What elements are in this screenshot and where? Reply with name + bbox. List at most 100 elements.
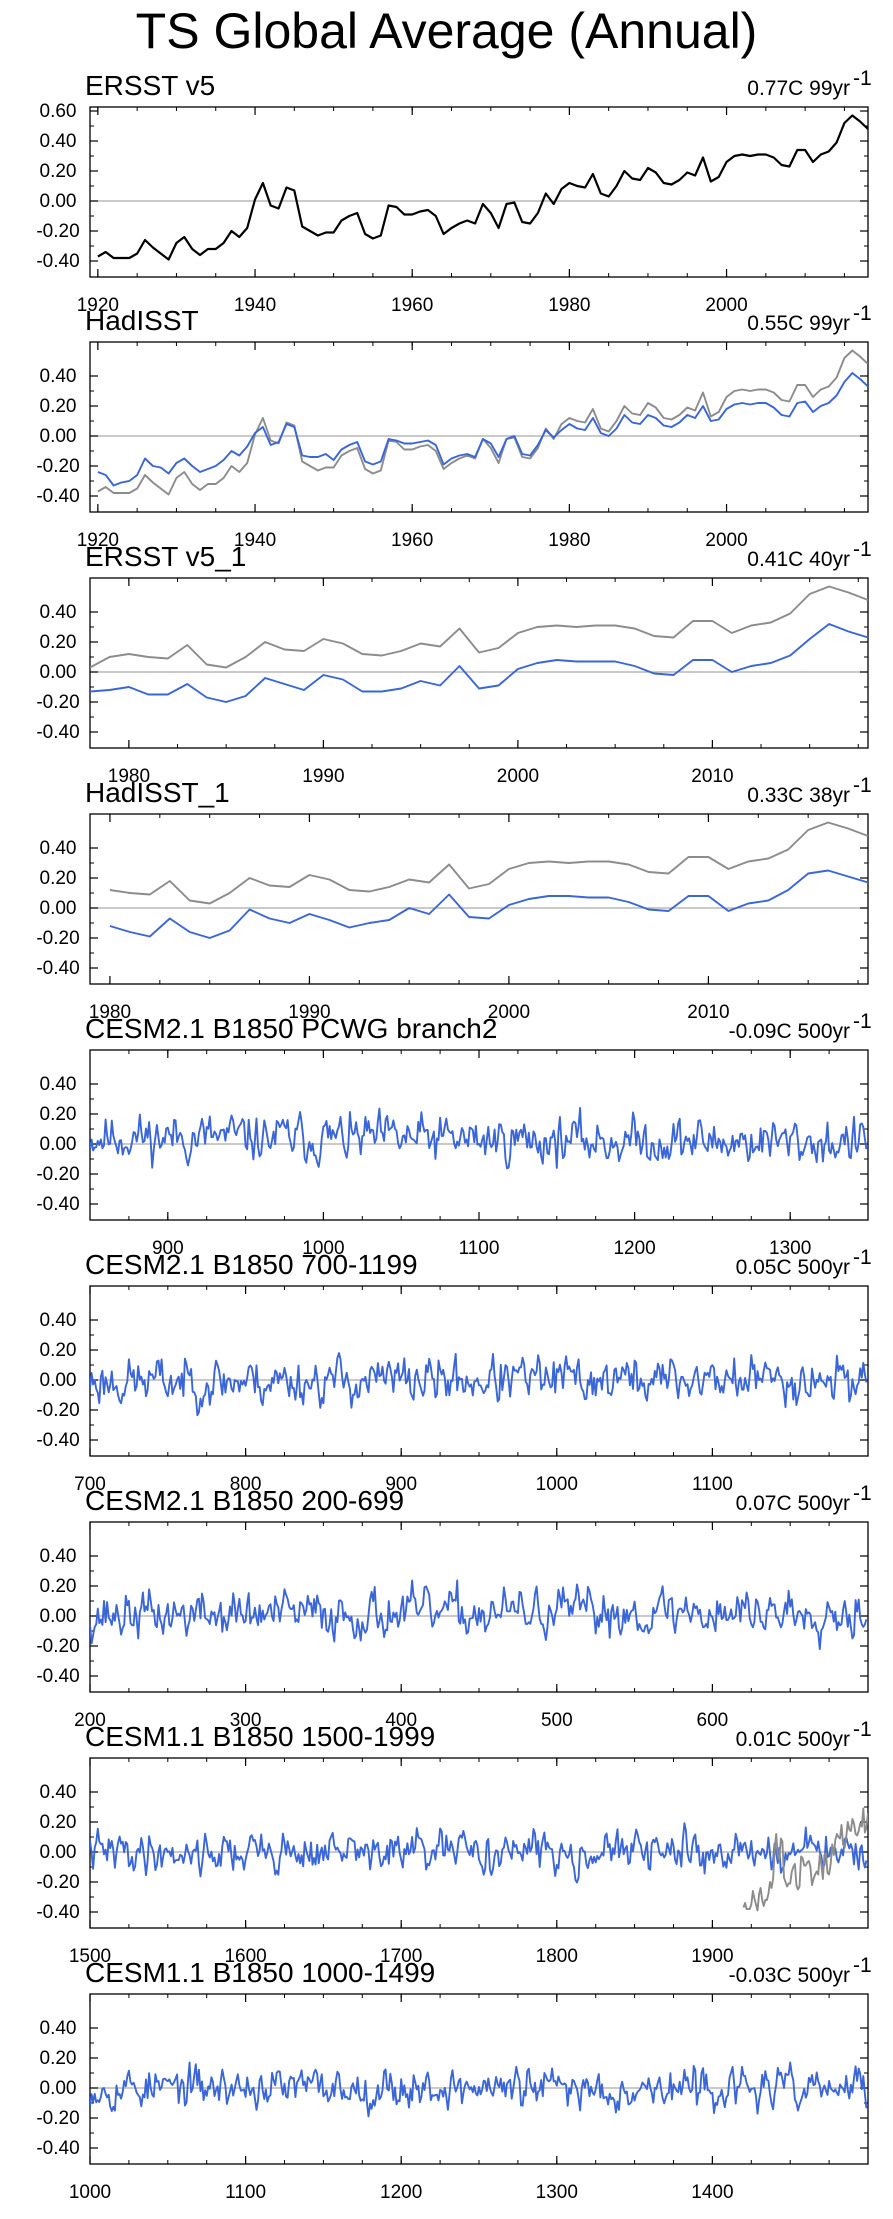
y-tick-label: -0.40 xyxy=(36,1430,79,1451)
trend-label: 0.41C 40yr xyxy=(747,548,850,571)
panel-title: HadISST xyxy=(85,305,199,336)
page-title: TS Global Average (Annual) xyxy=(135,3,758,59)
plot-frame xyxy=(89,1285,869,1457)
y-tick-label: 0.00 xyxy=(40,1370,77,1391)
y-tick-label: 0.00 xyxy=(40,662,77,683)
x-tick-label: 900 xyxy=(385,1474,417,1495)
x-tick-label: 2010 xyxy=(691,766,733,787)
y-tick-label: -0.20 xyxy=(36,928,79,949)
series-line-ersst-v5-1 xyxy=(90,623,868,703)
x-tick-label: 1400 xyxy=(691,2182,733,2203)
y-tick-label: -0.20 xyxy=(36,1400,79,1421)
x-tick-label: 2000 xyxy=(705,530,747,551)
y-tick-label: 0.00 xyxy=(40,191,77,212)
x-tick-label: 1980 xyxy=(548,295,590,316)
y-tick-label: -0.40 xyxy=(36,251,79,272)
y-tick-label: -0.40 xyxy=(36,722,79,743)
y-tick-label: 0.40 xyxy=(40,1546,77,1567)
y-tick-label: 0.40 xyxy=(40,1074,77,1095)
panel-title: HadISST_1 xyxy=(85,777,230,808)
y-tick-label: 0.20 xyxy=(40,1576,77,1597)
x-tick-label: 1200 xyxy=(380,2182,422,2203)
plot-frame xyxy=(89,1993,869,2165)
plot-frame xyxy=(89,1521,869,1693)
x-tick-label: 1000 xyxy=(536,1474,578,1495)
x-tick-label: 1990 xyxy=(302,766,344,787)
y-tick-label: -0.40 xyxy=(36,1666,79,1687)
y-tick-label: 0.20 xyxy=(40,1104,77,1125)
x-tick-label: 1990 xyxy=(288,1002,330,1023)
panel-title: CESM2.1 B1850 200-699 xyxy=(85,1485,404,1516)
y-tick-label: 0.20 xyxy=(40,396,77,417)
x-tick-label: 1940 xyxy=(234,530,276,551)
x-tick-label: 2000 xyxy=(497,766,539,787)
x-tick-label: 1000 xyxy=(69,2182,111,2203)
x-tick-label: 400 xyxy=(385,1710,417,1731)
y-tick-label: 0.00 xyxy=(40,2078,77,2099)
x-tick-label: 300 xyxy=(230,1710,262,1731)
x-tick-label: 1920 xyxy=(77,530,119,551)
x-tick-label: 800 xyxy=(230,1474,262,1495)
x-tick-label: 700 xyxy=(74,1474,106,1495)
trend-label: -0.09C 500yr xyxy=(729,1020,850,1043)
series-line-cesm2-1-b1850-pcwg-branch2 xyxy=(90,1107,868,1170)
x-tick-label: 1980 xyxy=(548,530,590,551)
y-tick-label: 0.00 xyxy=(40,426,77,447)
x-tick-label: 1800 xyxy=(536,1946,578,1967)
series-line-cesm2-1-b1850-200-699 xyxy=(90,1579,868,1651)
panel-1: ERSST v5 0.77C 99yr -1 -0.40 -0.20 0.00 0.20 0.… xyxy=(36,67,871,316)
y-tick-label: 0.40 xyxy=(40,131,77,152)
panel-3: ERSST v5_1 0.41C 40yr -1 -0.40 -0.20 0.00 0.20… xyxy=(36,538,871,787)
y-tick-label: -0.40 xyxy=(36,1902,79,1923)
y-tick-label: -0.20 xyxy=(36,1164,79,1185)
series-line-ersst-v5 xyxy=(97,114,868,261)
y-tick-label: 0.00 xyxy=(40,1134,77,1155)
x-tick-label: 900 xyxy=(152,1238,184,1259)
y-tick-label: -0.20 xyxy=(36,1636,79,1657)
trend-superscript: -1 xyxy=(853,1010,872,1033)
x-tick-label: 1100 xyxy=(225,2182,266,2203)
panel-title: CESM2.1 B1850 PCWG branch2 xyxy=(85,1013,497,1044)
x-tick-label: 1980 xyxy=(89,1002,131,1023)
x-tick-label: 1500 xyxy=(69,1946,111,1967)
y-tick-label: -0.40 xyxy=(36,2138,79,2159)
x-tick-label: 1960 xyxy=(391,295,433,316)
y-tick-label: -0.40 xyxy=(36,1194,79,1215)
x-tick-label: 1100 xyxy=(459,1238,500,1259)
y-tick-label: 0.40 xyxy=(40,1310,77,1331)
y-tick-label: 0.40 xyxy=(40,838,77,859)
series-line-cesm1-1-b1850-1500-1999 xyxy=(90,1822,868,1884)
y-tick-label: 0.00 xyxy=(40,1842,77,1863)
y-tick-label: 0.20 xyxy=(40,2048,77,2069)
y-tick-label: 0.20 xyxy=(40,868,77,889)
trend-superscript: -1 xyxy=(853,774,872,797)
y-tick-label: -0.20 xyxy=(36,2108,79,2129)
trend-label: -0.03C 500yr xyxy=(729,1964,850,1987)
x-tick-label: 1300 xyxy=(536,2182,578,2203)
y-tick-label: 0.20 xyxy=(40,161,77,182)
x-tick-label: 2000 xyxy=(705,295,747,316)
y-tick-label: 0.40 xyxy=(40,2018,77,2039)
panel-9: CESM1.1 B1850 1000-1499 -0.03C 500yr -1 -0.… xyxy=(36,1954,871,2203)
panel-2: HadISST 0.55C 99yr -1 -0.40 -0.20 0.00 0.20 0.4… xyxy=(36,302,871,551)
y-tick-label: 0.20 xyxy=(40,1340,77,1361)
x-tick-label: 1940 xyxy=(234,295,276,316)
series-line-ersst-v5 xyxy=(97,349,868,496)
trend-superscript: -1 xyxy=(853,1482,872,1505)
trend-superscript: -1 xyxy=(853,1246,872,1269)
y-tick-label: 0.20 xyxy=(40,1812,77,1833)
panel-title: CESM1.1 B1850 1000-1499 xyxy=(85,1957,435,1988)
x-tick-label: 2000 xyxy=(488,1002,530,1023)
plot-frame xyxy=(89,577,869,749)
y-tick-label: 0.40 xyxy=(40,366,77,387)
y-tick-label: 0.40 xyxy=(40,602,77,623)
series-line-ersst-v5 xyxy=(90,585,868,669)
trend-label: 0.55C 99yr xyxy=(747,312,850,335)
panel-8: CESM1.1 B1850 1500-1999 0.01C 500yr -1 -0.4… xyxy=(36,1718,871,1967)
trend-label: 0.33C 38yr xyxy=(747,784,850,807)
panel-7: CESM2.1 B1850 200-699 0.07C 500yr -1 -0.40 -… xyxy=(36,1482,871,1731)
x-tick-label: 1980 xyxy=(108,766,150,787)
trend-superscript: -1 xyxy=(853,1954,872,1977)
x-tick-label: 600 xyxy=(697,1710,729,1731)
